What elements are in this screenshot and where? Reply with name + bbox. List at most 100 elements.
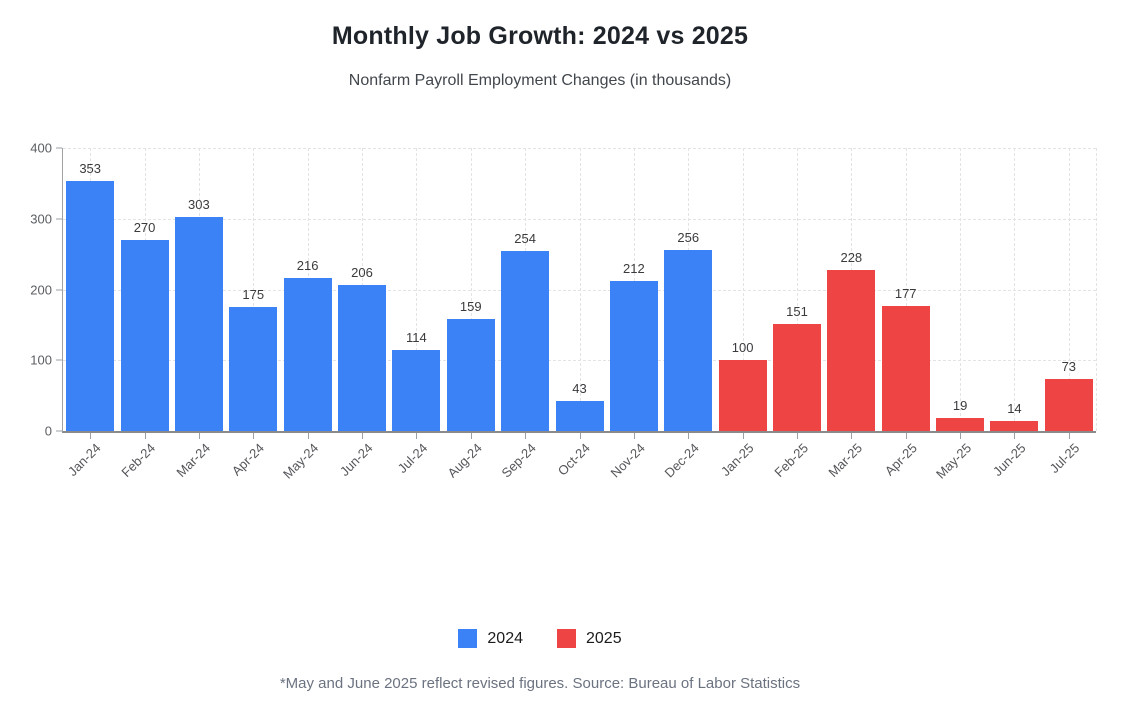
bar-value-label: 100 (731, 340, 754, 356)
x-axis-label: Nov-24 (607, 440, 648, 481)
x-axis-tick (851, 433, 853, 439)
x-axis-label: May-25 (932, 440, 974, 482)
bar-value-label: 43 (572, 380, 587, 396)
x-axis-tick (742, 433, 744, 439)
x-axis-tick (253, 433, 255, 439)
bar-jan-24 (66, 181, 115, 431)
x-axis-label: Jul-24 (394, 440, 431, 476)
x-axis-tick (525, 433, 527, 439)
x-axis-tick (416, 433, 418, 439)
bar-value-label: 14 (1007, 401, 1022, 417)
x-axis-label: Jun-25 (989, 440, 1029, 480)
bar-value-label: 303 (188, 196, 210, 212)
bar-apr-25 (881, 305, 930, 431)
bar-value-label: 206 (351, 265, 373, 281)
bar-nov-24 (609, 281, 658, 431)
x-axis-tick (198, 433, 200, 439)
bar-apr-24 (229, 307, 278, 431)
y-axis-label: 200 (30, 282, 52, 297)
x-axis-label: Jun-24 (337, 440, 376, 480)
x-axis-label: Apr-24 (228, 440, 268, 479)
x-axis-label: Feb-24 (118, 440, 159, 481)
x-axis-tick (905, 433, 907, 439)
y-axis-label: 300 (30, 211, 52, 227)
bar-value-label: 216 (296, 258, 319, 274)
x-axis-tick (144, 433, 146, 439)
legend-swatch-2024 (458, 629, 478, 648)
x-axis-label: Jul-25 (1047, 440, 1083, 476)
bar-value-label: 73 (1061, 359, 1077, 375)
bar-value-label: 19 (952, 397, 968, 413)
y-axis-tick (56, 218, 62, 220)
bar-jun-24 (338, 285, 387, 431)
gridline-vertical (960, 148, 962, 431)
bar-value-label: 228 (840, 249, 863, 265)
y-axis-label: 0 (44, 423, 52, 439)
x-axis-tick (579, 433, 581, 439)
bar-oct-24 (555, 400, 604, 431)
x-axis-label: May-24 (280, 440, 322, 482)
x-axis-tick (633, 433, 635, 439)
x-axis-label: Apr-25 (881, 440, 920, 479)
chart-footnote: *May and June 2025 reflect revised figur… (279, 675, 801, 692)
y-axis-tick (56, 289, 62, 290)
legend-item-2024[interactable]: 2024 (458, 629, 523, 648)
x-axis-tick (960, 433, 962, 439)
y-axis-tick (56, 359, 62, 361)
bar-value-label: 151 (786, 304, 808, 320)
x-axis-tick (1014, 433, 1016, 439)
bar-value-label: 254 (514, 231, 536, 247)
gridline-vertical (1014, 148, 1016, 431)
gridline-vertical (579, 148, 581, 431)
legend-label: 2024 (487, 629, 523, 647)
gridline-vertical (796, 148, 798, 431)
gridline-vertical-right-edge (1096, 148, 1097, 431)
bar-jun-25 (990, 421, 1039, 431)
bar-value-label: 177 (894, 285, 917, 301)
x-axis-tick (1068, 433, 1070, 439)
x-axis-label: Mar-24 (173, 440, 213, 481)
x-axis-label: Oct-24 (555, 440, 594, 479)
gridline-vertical (905, 148, 907, 431)
x-axis-tick (796, 433, 798, 439)
bar-sep-24 (501, 251, 550, 431)
x-axis-label: Jan-25 (717, 440, 757, 480)
x-axis-tick (362, 433, 364, 439)
bar-value-label: 114 (406, 330, 427, 346)
x-axis-tick (90, 433, 92, 439)
bar-value-label: 353 (79, 161, 102, 177)
bar-value-label: 175 (242, 287, 265, 303)
legend-item-2025[interactable]: 2025 (557, 629, 622, 648)
legend: 2024 2025 (0, 629, 1080, 648)
chart-subtitle: Nonfarm Payroll Employment Changes (in t… (348, 72, 732, 89)
bar-jan-25 (718, 360, 767, 431)
bar-dec-24 (664, 249, 713, 431)
gridline-vertical (1068, 148, 1070, 431)
bar-may-25 (936, 417, 985, 431)
x-axis-label: Feb-25 (771, 440, 811, 481)
bar-value-label: 256 (677, 229, 700, 245)
bar-mar-24 (174, 216, 223, 431)
bar-feb-25 (772, 324, 821, 431)
x-axis-label: Jan-24 (65, 440, 105, 480)
chart-title: Monthly Job Growth: 2024 vs 2025 (331, 22, 749, 50)
legend-swatch-2025 (557, 629, 576, 648)
bar-value-label: 212 (623, 261, 645, 277)
x-axis-tick (688, 433, 690, 439)
y-axis-label: 400 (30, 140, 52, 156)
bar-value-label: 270 (133, 219, 156, 235)
bar-jul-24 (392, 350, 441, 431)
x-axis-label: Aug-24 (444, 440, 485, 481)
bar-may-24 (283, 278, 332, 431)
legend-label: 2025 (586, 629, 622, 647)
y-axis-tick (56, 430, 62, 432)
bar-feb-24 (120, 239, 169, 431)
gridline-vertical (253, 148, 255, 431)
bar-jul-25 (1044, 379, 1093, 431)
x-axis-tick (307, 433, 309, 439)
gridline-vertical (470, 148, 472, 431)
bar-aug-24 (446, 318, 495, 431)
gridline-vertical (742, 148, 744, 431)
plot-area: 0 100 200 300 400 353 Jan-24 270 Feb-24 303 Mar-24… (30, 142, 1097, 482)
